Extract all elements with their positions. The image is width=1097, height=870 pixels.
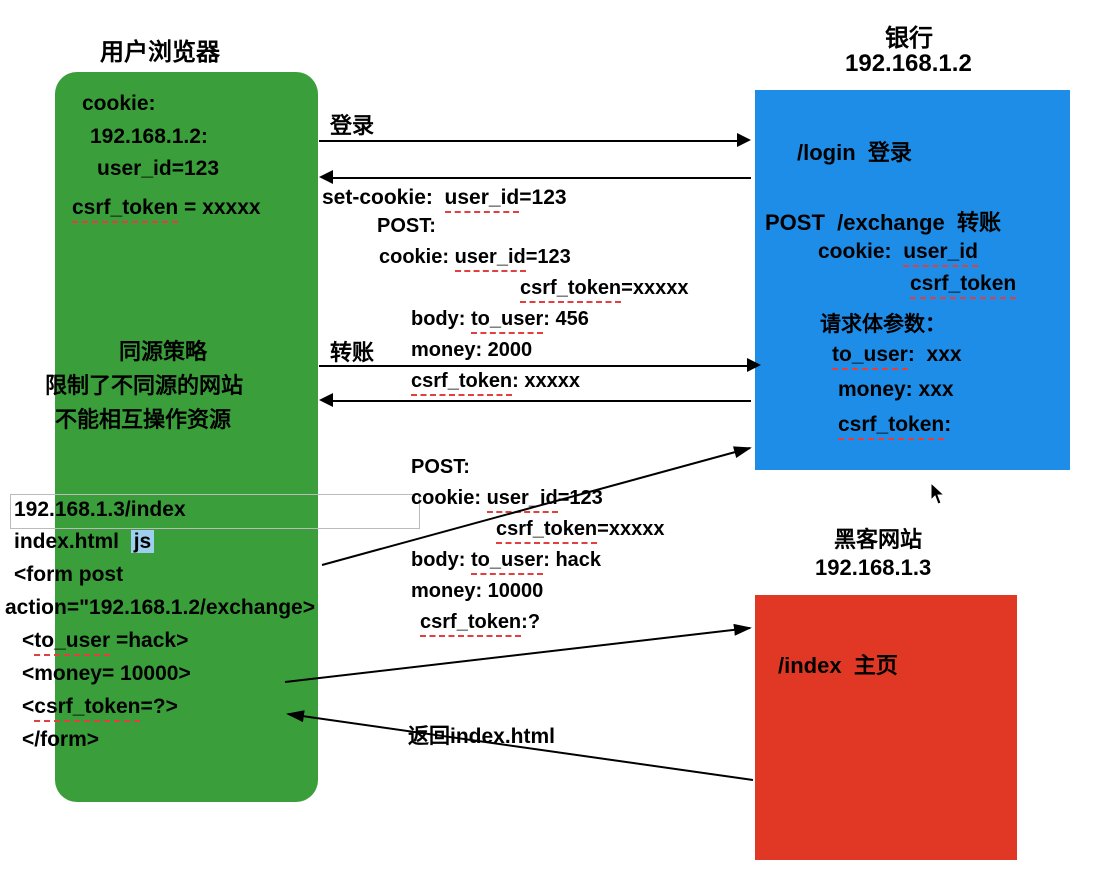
browser-title: 用户浏览器 xyxy=(100,32,220,67)
cookie-line3: user_id=123 xyxy=(97,157,219,181)
hacker-index-label: 主页 xyxy=(854,653,898,678)
transfer-label: 转账 xyxy=(330,335,374,367)
setcookie-arrow-head xyxy=(319,170,333,184)
login-arrow-head xyxy=(737,133,751,147)
csrf-line: csrf_token = xxxxx xyxy=(72,196,261,223)
post1-l3: csrf_token=xxxxx xyxy=(520,277,688,303)
bank-login: /login 登录 xyxy=(797,135,912,167)
form-file-text: index.html xyxy=(14,530,119,553)
login-arrow-label: 登录 xyxy=(330,108,374,140)
hacker-index: /index 主页 xyxy=(778,648,898,680)
hacker-box xyxy=(755,595,1017,860)
form-file: index.html js xyxy=(14,530,154,554)
post1-l6: csrf_token: xxxxx xyxy=(411,370,580,396)
post2-l6-ul: csrf_token xyxy=(420,611,521,637)
bank-body-csrf-ul: csrf_token xyxy=(838,413,944,440)
setcookie-label: set-cookie: user_id=123 xyxy=(322,186,567,213)
post1-l6-ul: csrf_token xyxy=(411,370,512,396)
cookie-line1: cookie: xyxy=(82,92,156,116)
post1-l5: money: 2000 xyxy=(411,339,532,362)
form-url: 192.168.1.3/index xyxy=(14,498,186,522)
bank-cookie-user: user_id xyxy=(903,240,978,267)
setcookie-ul: user_id xyxy=(445,186,520,213)
post2-l1: POST: xyxy=(411,456,470,479)
cookie-line2: 192.168.1.2: xyxy=(90,125,208,149)
bank-cookie-csrf-ul: csrf_token xyxy=(910,272,1016,299)
form-to-user-ul: to_user xyxy=(34,629,110,656)
transfer-resp-arrow xyxy=(331,400,751,402)
bank-cookie-csrf: csrf_token xyxy=(910,272,1016,299)
bank-post-label: POST xyxy=(765,210,825,235)
form-to-user: <to_user =hack> xyxy=(22,629,188,656)
hacker-title-2: 192.168.1.3 xyxy=(815,555,931,581)
transfer-arrow xyxy=(319,365,749,367)
login-arrow xyxy=(319,140,739,142)
bank-cookie-label: cookie: xyxy=(818,240,892,263)
return-label: 返回index.html xyxy=(408,720,555,750)
csrf-token-underlined: csrf_token xyxy=(72,196,178,223)
hacker-title-1: 黑客网站 xyxy=(834,522,922,554)
bank-cookie: cookie: user_id xyxy=(818,240,978,267)
bank-exchange: POST /exchange 转账 xyxy=(765,205,1001,237)
transfer-arrow-head xyxy=(747,358,761,372)
hacker-index-path: /index xyxy=(778,653,842,678)
browser-box xyxy=(55,72,318,802)
mouse-cursor-icon xyxy=(930,482,948,512)
bank-login-path: /login xyxy=(797,140,856,165)
policy-line1: 同源策略 xyxy=(119,334,207,366)
policy-line2: 限制了不同源的网站 xyxy=(45,368,243,400)
bank-title-1: 银行 xyxy=(885,18,933,53)
form-close: </form> xyxy=(22,728,99,752)
post2-l6: csrf_token:? xyxy=(420,611,540,637)
setcookie-arrow xyxy=(331,177,751,179)
bank-body-csrf: csrf_token: xyxy=(838,413,951,440)
policy-line3: 不能相互操作资源 xyxy=(55,402,231,434)
post1-l4: body: to_user: 456 xyxy=(411,308,589,334)
bank-body-touser: to_user: xxx xyxy=(832,343,962,370)
post1-l4-ul: to_user xyxy=(471,308,543,334)
post2-l3-ul: csrf_token xyxy=(496,518,597,544)
bank-body-title: 请求体参数： xyxy=(820,308,946,338)
post2-l2-ul: user_id xyxy=(487,487,558,513)
post2-l2: cookie: user_id=123 xyxy=(411,487,603,513)
bank-exchange-path: /exchange xyxy=(837,210,945,235)
post2-l4: body: to_user: hack xyxy=(411,549,601,575)
post2-l4-ul: to_user xyxy=(471,549,543,575)
form-js: js xyxy=(131,530,155,553)
form-action: action="192.168.1.2/exchange> xyxy=(5,596,315,620)
bank-body-touser-ul: to_user xyxy=(832,343,908,370)
bank-title-2: 192.168.1.2 xyxy=(845,50,972,78)
bank-exchange-label: 转账 xyxy=(957,210,1001,235)
post1-l3-ul: csrf_token xyxy=(520,277,621,303)
bank-login-label: 登录 xyxy=(868,140,912,165)
form-open: <form post xyxy=(14,563,123,587)
post2-l5: money: 10000 xyxy=(411,580,543,603)
form-money: <money= 10000> xyxy=(22,662,191,686)
form-csrf-ul: csrf_token xyxy=(34,695,140,722)
post2-l3: csrf_token=xxxxx xyxy=(496,518,664,544)
post1-l2: cookie: user_id=123 xyxy=(379,246,571,272)
form-csrf: <csrf_token=?> xyxy=(22,695,178,722)
bank-body-money: money: xxx xyxy=(838,378,954,402)
transfer-resp-arrow-head xyxy=(319,393,333,407)
post1-l2-ul: user_id xyxy=(455,246,526,272)
post1-l1: POST: xyxy=(377,215,436,238)
